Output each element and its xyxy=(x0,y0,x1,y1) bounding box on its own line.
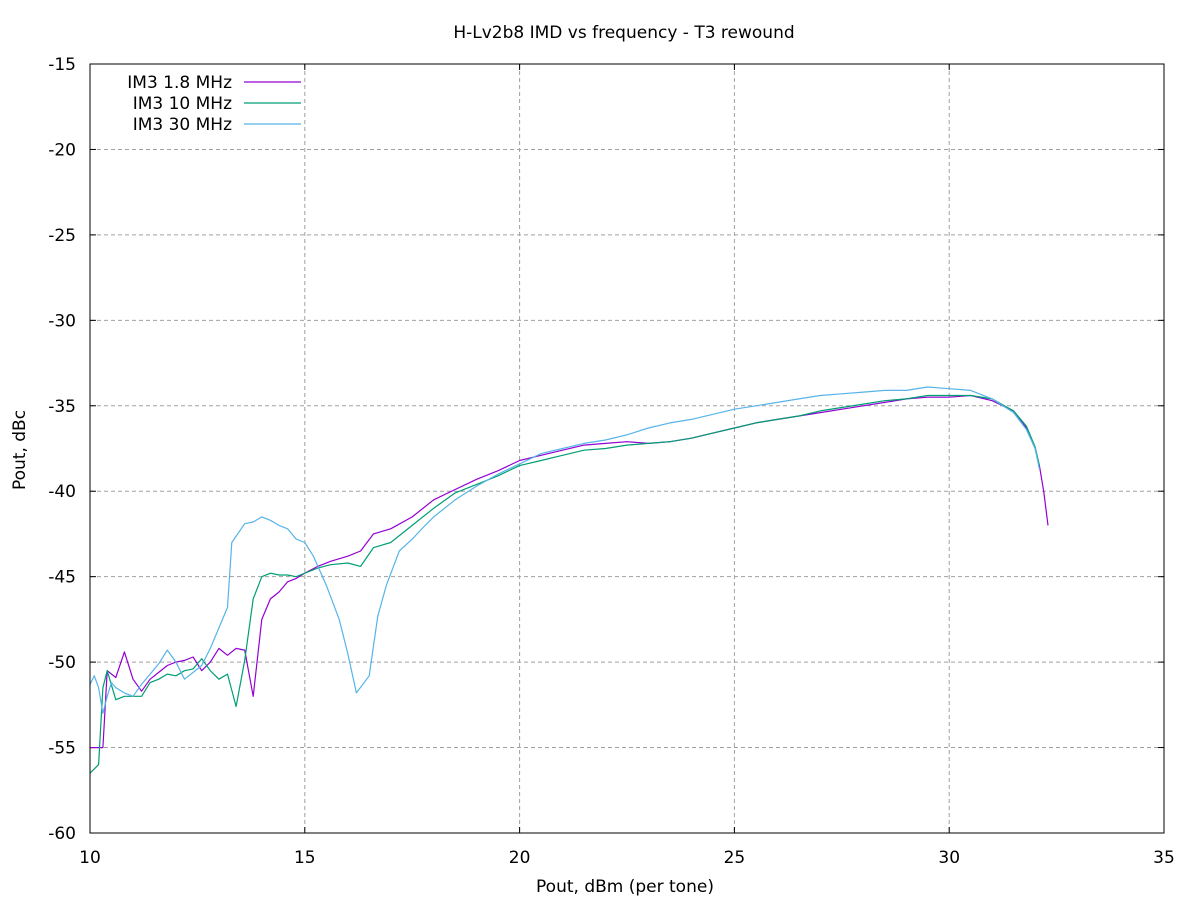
series-line-2 xyxy=(89,386,1040,715)
chart-title: H-Lv2b8 IMD vs frequency - T3 rewound xyxy=(453,23,794,43)
x-tick-label-4: 30 xyxy=(938,848,960,868)
y-tick-label-1: -55 xyxy=(48,739,76,759)
series-lines xyxy=(89,386,1049,774)
y-tick-label-8: -20 xyxy=(48,140,76,160)
series-line-1 xyxy=(89,394,1040,774)
y-tick-label-9: -15 xyxy=(48,55,76,75)
legend-label-0: IM3 1.8 MHz xyxy=(127,73,232,93)
series-line-0 xyxy=(90,394,1049,749)
x-axis-label: Pout, dBm (per tone) xyxy=(536,877,714,897)
x-tick-label-5: 35 xyxy=(1153,848,1175,868)
legend-label-2: IM3 30 MHz xyxy=(133,115,232,135)
y-tick-label-5: -35 xyxy=(48,397,76,417)
y-tick-label-4: -40 xyxy=(48,482,76,502)
y-tick-label-7: -25 xyxy=(48,226,76,246)
x-tick-label-0: 10 xyxy=(79,848,101,868)
legend-label-1: IM3 10 MHz xyxy=(133,94,232,114)
y-axis-label: Pout, dBc xyxy=(10,410,30,490)
y-tick-label-6: -30 xyxy=(48,311,76,331)
x-tick-label-2: 20 xyxy=(509,848,531,868)
y-tick-label-2: -50 xyxy=(48,653,76,673)
plot-frame xyxy=(89,63,1165,834)
x-tick-label-3: 25 xyxy=(724,848,746,868)
axis-ticks: 10 15 20 25 30 35 -60 -55 -50 -45 -40 -35 -30 -25 -20 -… xyxy=(48,55,1175,868)
y-tick-label-0: -60 xyxy=(48,824,76,844)
x-tick-label-1: 15 xyxy=(294,848,316,868)
grid xyxy=(90,64,1164,833)
y-tick-label-3: -45 xyxy=(48,568,76,588)
